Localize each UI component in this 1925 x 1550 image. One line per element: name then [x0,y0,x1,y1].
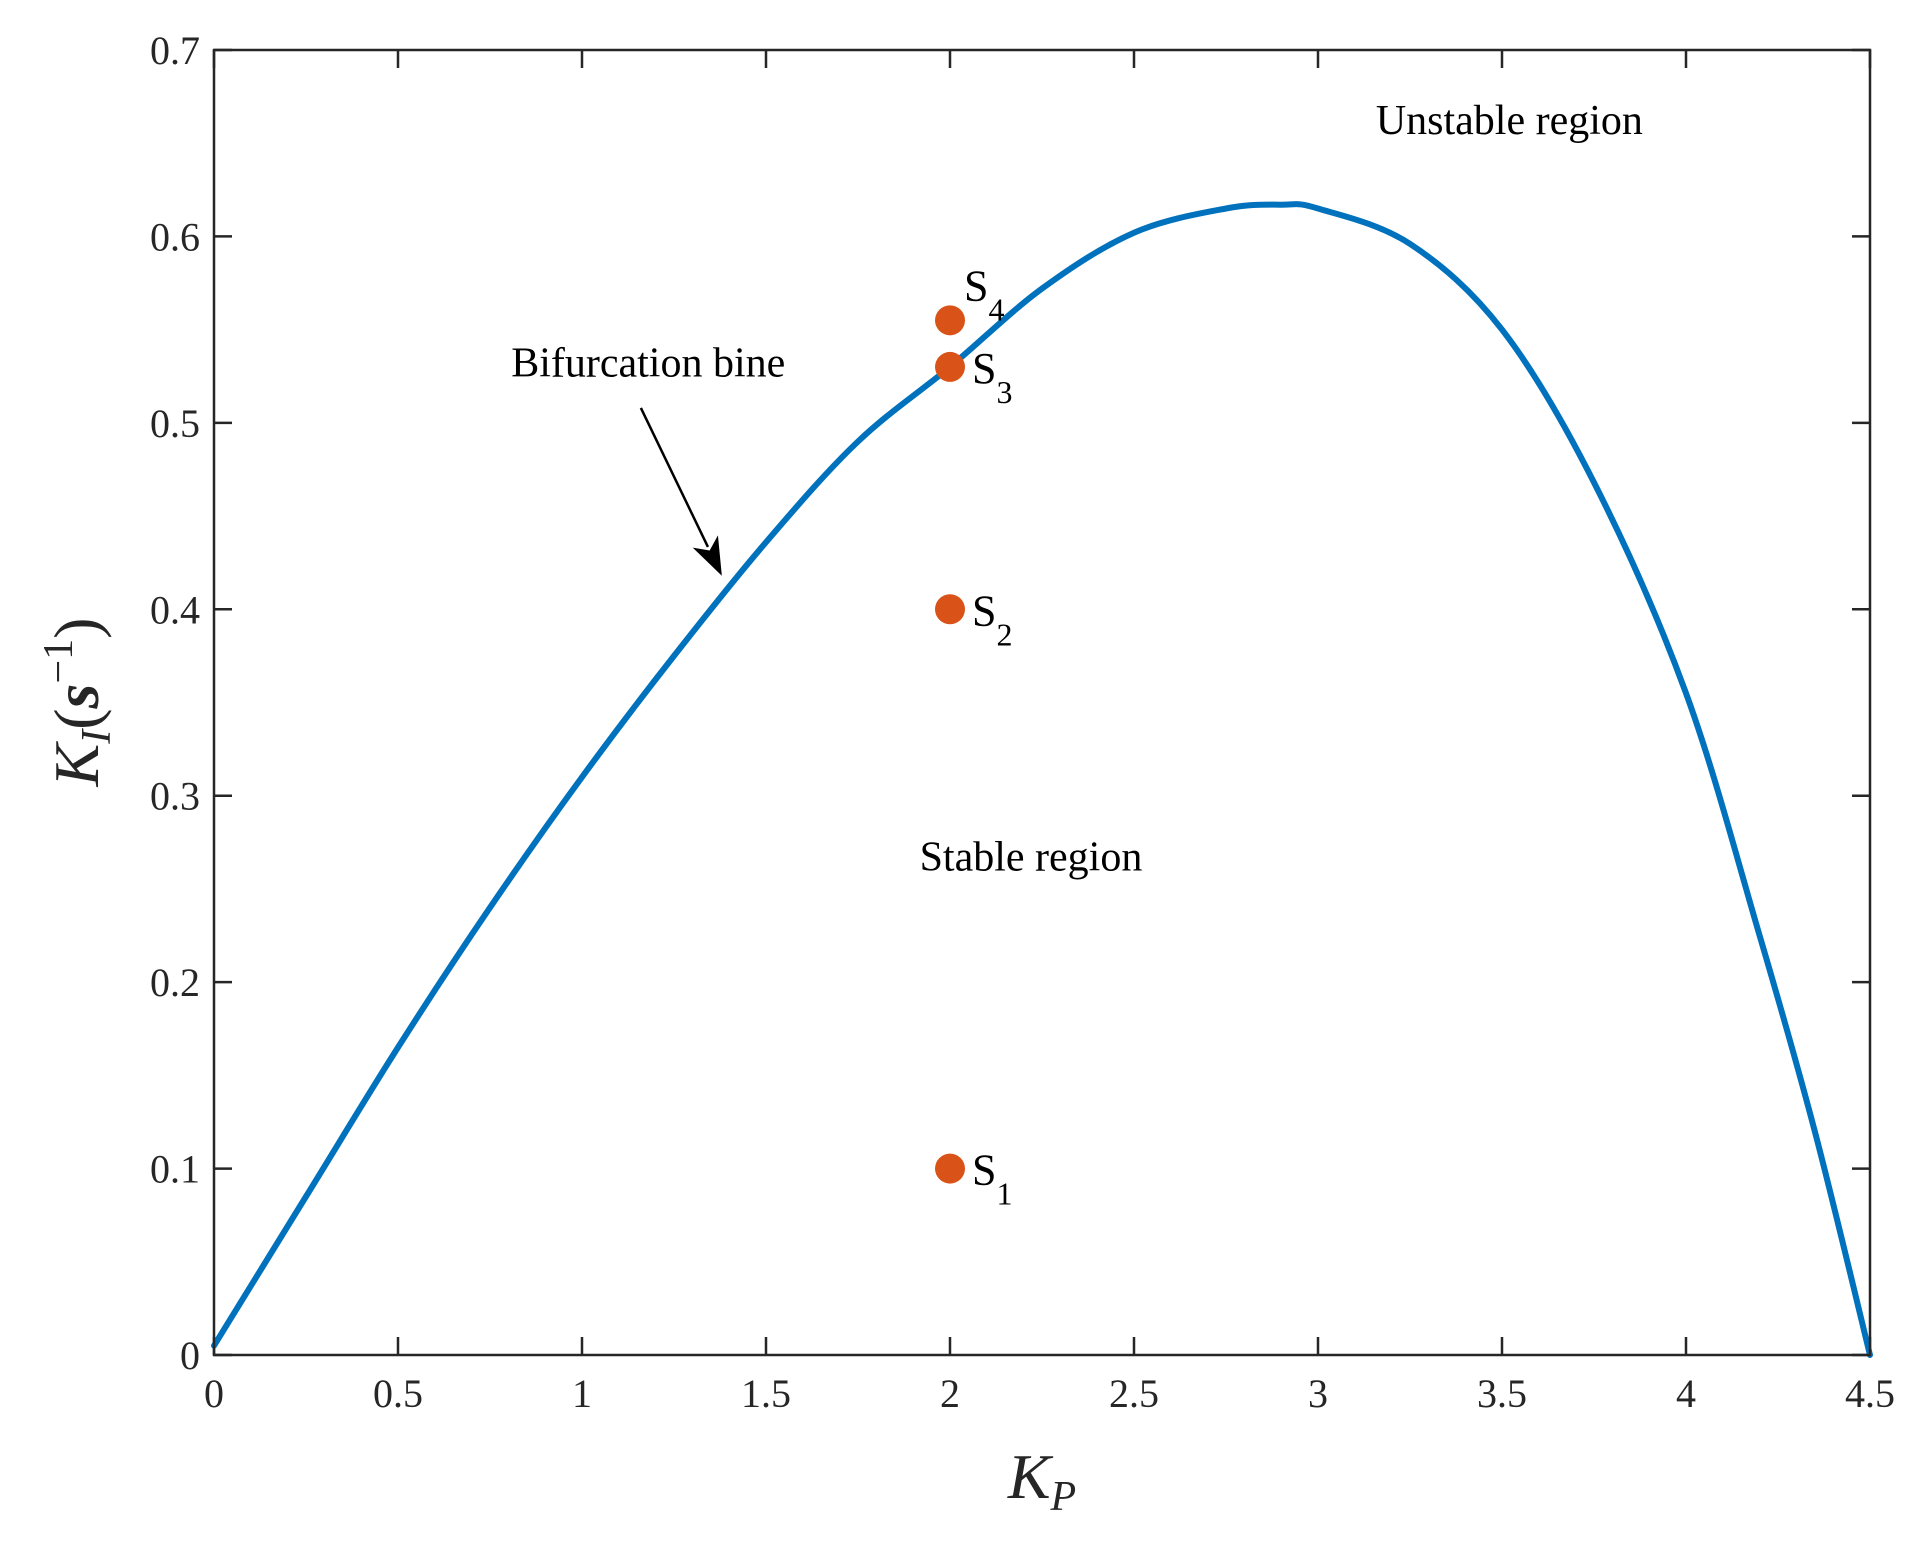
point-label-s3: S3 [972,344,1012,410]
x-tick-label: 2 [940,1371,960,1416]
x-axis-label: KP [1007,1441,1076,1520]
x-tick-label: 1.5 [741,1371,791,1416]
plot-area [214,50,1870,1355]
annotations: Unstable region Stable region Bifurcation … [511,98,1643,880]
y-axis-label-paren-open: ( [41,708,112,729]
y-tick-label: 0.6 [150,214,200,259]
x-axis-label-sub: P [1050,1474,1077,1520]
y-tick-label: 0.1 [150,1147,200,1192]
x-tick-label: 2.5 [1109,1371,1159,1416]
y-axis-label-main: K [41,740,112,787]
point-marker-s2 [935,594,965,625]
y-tick-label: 0.5 [150,401,200,446]
y-tick-label: 0.3 [150,774,200,819]
y-axis-label-paren-close: ) [41,618,112,639]
bifurcation-arrow [639,407,722,576]
operating-points: S1 S2 S3 S4 [935,261,1012,1212]
x-tick-label: 4.5 [1845,1371,1895,1416]
y-tick-label: 0.2 [150,960,200,1005]
point-label-s1: S1 [972,1146,1012,1212]
arrow-shaft [639,407,710,548]
axis-ticks [212,48,1872,1357]
x-tick-label: 3.5 [1477,1371,1527,1416]
x-tick-label: 0 [204,1371,224,1416]
annotation-stable: Stable region [920,834,1143,880]
x-tick-label: 3 [1308,1371,1328,1416]
annotation-unstable: Unstable region [1376,98,1643,144]
point-label-s2: S2 [972,586,1012,652]
y-axis-label-unit: s [41,684,112,710]
x-axis-label-main: K [1007,1441,1054,1512]
axes-box [212,48,1872,1357]
x-tick-label: 4 [1676,1371,1696,1416]
arrow-head [692,535,722,576]
y-tick-label: 0.4 [150,587,200,632]
bifurcation-curve [211,201,1873,1358]
x-tick-label: 1 [572,1371,592,1416]
y-axis-label: KI(s−1) [36,618,120,788]
y-tick-label: 0.7 [150,28,200,73]
x-tick-label: 0.5 [373,1371,423,1416]
point-marker-s1 [935,1153,965,1184]
y-axis-label-sub: I [74,728,120,745]
point-label-s4: S4 [964,261,1004,327]
y-tick-label: 0 [180,1333,200,1378]
point-marker-s4 [935,305,965,336]
axis-tick-labels: 0 0.5 1 1.5 2 2.5 3 3.5 4 4.5 0 0.1 0.2 0.3 0.4 0.5 0.6 0… [150,28,1895,1416]
y-axis-label-sup: −1 [36,639,82,684]
annotation-bifurcation: Bifurcation bine [511,340,785,386]
point-marker-s3 [935,351,965,382]
